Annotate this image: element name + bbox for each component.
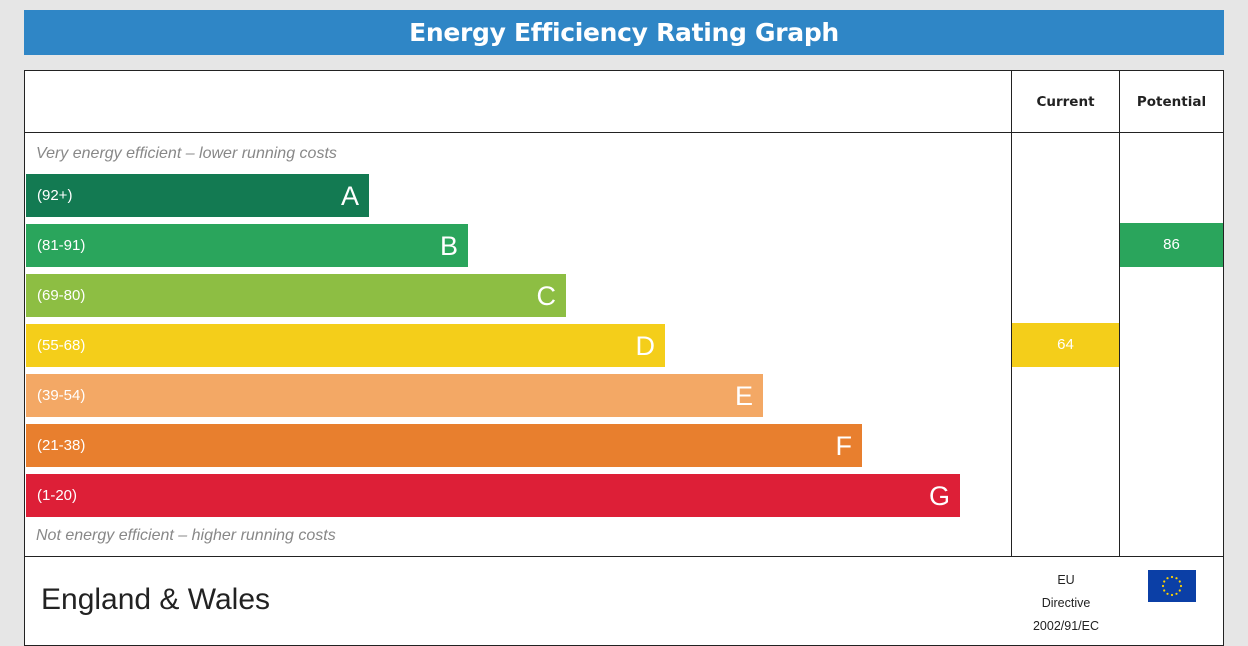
band-letter-label: A bbox=[340, 181, 359, 211]
eu-flag-star bbox=[1166, 592, 1169, 595]
band-range-label: (1-20) bbox=[37, 487, 78, 504]
potential-rating-badge: 86 bbox=[1120, 223, 1223, 267]
band-letter-label: D bbox=[635, 331, 656, 361]
band-letter-label: F bbox=[835, 431, 853, 461]
eu-directive-line-3: 2002/91/EC bbox=[1032, 619, 1100, 633]
band-d: (55-68) D bbox=[26, 324, 665, 367]
eu-flag-star bbox=[1179, 584, 1183, 588]
eu-flag-star bbox=[1178, 589, 1181, 592]
eu-flag-star bbox=[1178, 580, 1181, 583]
eu-flag-star bbox=[1175, 577, 1178, 580]
eu-flag-star bbox=[1170, 575, 1174, 579]
eu-flag-star bbox=[1163, 589, 1166, 592]
region-label: England & Wales bbox=[41, 583, 271, 616]
band-g: (1-20) G bbox=[26, 474, 960, 517]
band-range-label: (92+) bbox=[37, 187, 73, 204]
current-column-header: Current bbox=[1036, 94, 1095, 110]
chart-title: Energy Efficiency Rating Graph bbox=[24, 10, 1224, 55]
band-range-label: (39-54) bbox=[37, 387, 86, 404]
band-range-label: (55-68) bbox=[37, 337, 86, 354]
current-rating-badge: 64 bbox=[1012, 323, 1119, 367]
bottom-efficiency-note: Not energy efficient – higher running co… bbox=[36, 527, 336, 544]
band-letter-label: G bbox=[928, 481, 950, 511]
potential-column-header: Potential bbox=[1136, 94, 1207, 110]
band-letter-label: B bbox=[439, 231, 458, 261]
band-e: (39-54) E bbox=[26, 374, 763, 417]
eu-directive-line-1: EU bbox=[1057, 573, 1075, 587]
top-efficiency-note: Very energy efficient – lower running co… bbox=[36, 145, 337, 162]
band-c: (69-80) C bbox=[26, 274, 566, 317]
current-column-left-divider bbox=[1011, 71, 1012, 557]
eu-flag-star bbox=[1175, 592, 1178, 595]
rating-panel: Current Potential Very energy efficient … bbox=[24, 70, 1224, 646]
header-divider bbox=[25, 132, 1223, 133]
eu-flag-star bbox=[1163, 580, 1166, 583]
eu-flag-star bbox=[1166, 577, 1169, 580]
potential-column-left-divider bbox=[1119, 71, 1120, 557]
band-f: (21-38) F bbox=[26, 424, 862, 467]
eu-flag-star bbox=[1161, 584, 1165, 588]
band-range-label: (21-38) bbox=[37, 437, 86, 454]
eu-flag-star bbox=[1170, 593, 1174, 597]
band-b: (81-91) B bbox=[26, 224, 468, 267]
band-letter-label: C bbox=[536, 281, 557, 311]
band-letter-label: E bbox=[734, 381, 753, 411]
eu-directive-line-2: Directive bbox=[1041, 596, 1091, 610]
eu-flag-icon bbox=[1148, 570, 1196, 602]
eu-directive-label: EU Directive 2002/91/EC bbox=[1013, 569, 1119, 638]
band-a: (92+) A bbox=[26, 174, 369, 217]
band-range-label: (69-80) bbox=[37, 287, 86, 304]
footer-divider bbox=[25, 556, 1223, 557]
band-range-label: (81-91) bbox=[37, 237, 86, 254]
